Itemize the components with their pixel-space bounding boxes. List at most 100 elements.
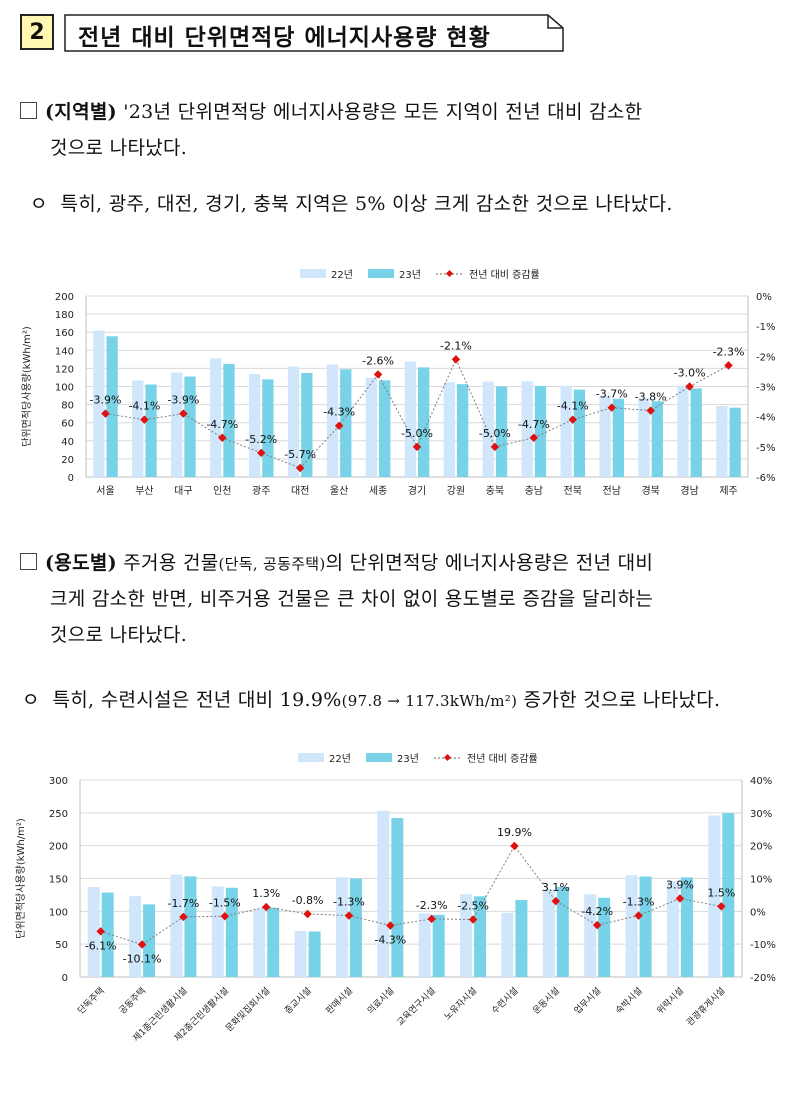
x-tick-label: 공동주택 xyxy=(117,985,148,1016)
paragraph-region: (지역별) '23년 단위면적당 에너지사용량은 모든 지역이 전년 대비 감소… xyxy=(20,94,642,130)
legend-swatch-22 xyxy=(298,753,324,762)
rate-data-label: 19.9% xyxy=(497,826,532,839)
legend-label-23: 23년 xyxy=(399,269,421,281)
rate-data-label: -4.3% xyxy=(374,933,406,946)
rate-data-label: 1.5% xyxy=(707,886,735,899)
usage-highlight-text2: (97.8 → 117.3kWh/m²) xyxy=(341,692,518,710)
checkbox-square-icon xyxy=(20,553,37,570)
bar-22 xyxy=(287,366,300,477)
bar-23 xyxy=(308,931,321,977)
bar-22 xyxy=(171,372,183,477)
rate-data-label: -3.7% xyxy=(596,388,628,401)
bar-22 xyxy=(638,398,650,477)
y-tick-label: 20 xyxy=(61,455,74,466)
rate-data-label: -2.3% xyxy=(713,345,745,358)
y2-tick-label: -6% xyxy=(756,473,775,484)
bar-23 xyxy=(474,896,487,977)
usage-line1a: 주거용 건물 xyxy=(116,552,219,574)
bar-23 xyxy=(612,398,624,477)
rate-data-label: -4.3% xyxy=(323,406,355,419)
bar-23 xyxy=(556,886,569,977)
y-tick-label: 50 xyxy=(55,940,68,951)
bar-23 xyxy=(301,372,313,477)
bar-23 xyxy=(145,384,157,477)
y2-tick-label: 10% xyxy=(750,875,772,886)
bar-23 xyxy=(262,379,274,477)
bar-22 xyxy=(501,912,514,977)
x-tick-label: 제주 xyxy=(719,485,737,497)
y2-tick-label: -1% xyxy=(756,322,775,333)
bar-23 xyxy=(515,899,528,977)
legend-marker-rate xyxy=(445,269,454,278)
bar-23 xyxy=(225,887,238,977)
bar-22 xyxy=(666,881,679,977)
bar-23 xyxy=(418,367,430,477)
usage-highlight-text3: 증가한 것으로 나타났다. xyxy=(517,689,721,711)
legend-swatch-23 xyxy=(368,269,394,278)
rate-marker xyxy=(468,915,478,924)
usage-highlight: ㅇ 특히, 수련시설은 전년 대비 19.9%(97.8 → 117.3kWh/… xyxy=(22,682,720,719)
rate-marker xyxy=(303,909,312,919)
rate-data-label: -4.2% xyxy=(581,905,613,918)
rate-marker xyxy=(386,921,395,930)
x-tick-label: 대전 xyxy=(291,485,309,497)
bar-23 xyxy=(223,363,235,477)
y-tick-label: 0 xyxy=(62,973,68,984)
bar-22 xyxy=(335,877,348,977)
bar-23 xyxy=(391,818,404,977)
bar-23 xyxy=(639,876,652,977)
legend-label-rate: 전년 대비 증감률 xyxy=(467,753,538,765)
bar-23 xyxy=(651,401,663,477)
bar-22 xyxy=(377,810,390,977)
y-tick-label: 100 xyxy=(49,907,68,918)
y-tick-label: 80 xyxy=(61,401,74,412)
rate-marker xyxy=(220,912,230,921)
y2-tick-label: -4% xyxy=(756,413,775,424)
bar-22 xyxy=(326,364,339,477)
x-tick-label: 충남 xyxy=(525,485,543,497)
y2-tick-label: 40% xyxy=(750,776,772,787)
x-tick-label: 전북 xyxy=(564,485,582,497)
x-tick-label: 세종 xyxy=(369,485,387,497)
rate-data-label: -1.5% xyxy=(209,896,241,909)
bar-23 xyxy=(534,385,547,477)
x-tick-label: 단독주택 xyxy=(76,985,107,1016)
x-tick-label: 경북 xyxy=(641,484,659,497)
usage-line2: 크게 감소한 반면, 비주거용 건물은 큰 차이 없이 용도별로 증감을 달리하… xyxy=(50,588,654,610)
rate-line xyxy=(105,358,729,469)
y-tick-label: 140 xyxy=(55,346,74,357)
legend-label-23: 23년 xyxy=(397,753,419,765)
section-title: 전년 대비 단위면적당 에너지사용량 현황 xyxy=(78,25,491,51)
y2-tick-label: 20% xyxy=(750,842,772,853)
legend-label-22: 22년 xyxy=(331,269,353,281)
rate-data-label: 3.1% xyxy=(542,881,570,894)
rate-data-label: -2.5% xyxy=(457,900,489,913)
rate-data-label: -3.9% xyxy=(90,394,122,407)
usage-chart: 22년 23년 전년 대비 증감률 0 50 100 150 200 250 300 -20% -10… xyxy=(14,753,776,1044)
x-tick-label: 인천 xyxy=(213,485,231,497)
x-tick-label: 판매시설 xyxy=(324,985,355,1016)
x-tick-label: 관광휴게시설 xyxy=(684,985,728,1029)
bar-22 xyxy=(460,894,473,977)
x-tick-label: 광주 xyxy=(252,485,270,497)
region-line2: 것으로 나타났다. xyxy=(50,137,188,159)
x-tick-label: 대구 xyxy=(174,485,192,497)
rate-data-label: -3.9% xyxy=(167,394,199,407)
rate-data-label: -5.7% xyxy=(284,448,316,461)
rate-data-label: -5.0% xyxy=(401,427,433,440)
rate-data-label: -3.0% xyxy=(674,367,706,380)
x-tick-label: 강원 xyxy=(447,485,465,497)
y-tick-label: 100 xyxy=(55,383,74,394)
bar-23 xyxy=(598,897,611,977)
y-tick-label: 60 xyxy=(61,419,74,430)
rate-marker xyxy=(510,841,519,851)
rate-data-label: -4.1% xyxy=(557,400,589,413)
rate-data-label: -5.0% xyxy=(479,427,511,440)
y2-tick-label: 30% xyxy=(750,809,772,820)
rate-data-label: -4.7% xyxy=(206,418,238,431)
bar-22 xyxy=(253,908,266,977)
y2-tick-label: -2% xyxy=(756,352,775,363)
paragraph-usage: (용도별) 주거용 건물(단독, 공동주택)의 단위면적당 에너지사용량은 전년… xyxy=(20,545,653,582)
bar-23 xyxy=(267,907,280,977)
rate-data-label: -0.8% xyxy=(292,894,324,907)
